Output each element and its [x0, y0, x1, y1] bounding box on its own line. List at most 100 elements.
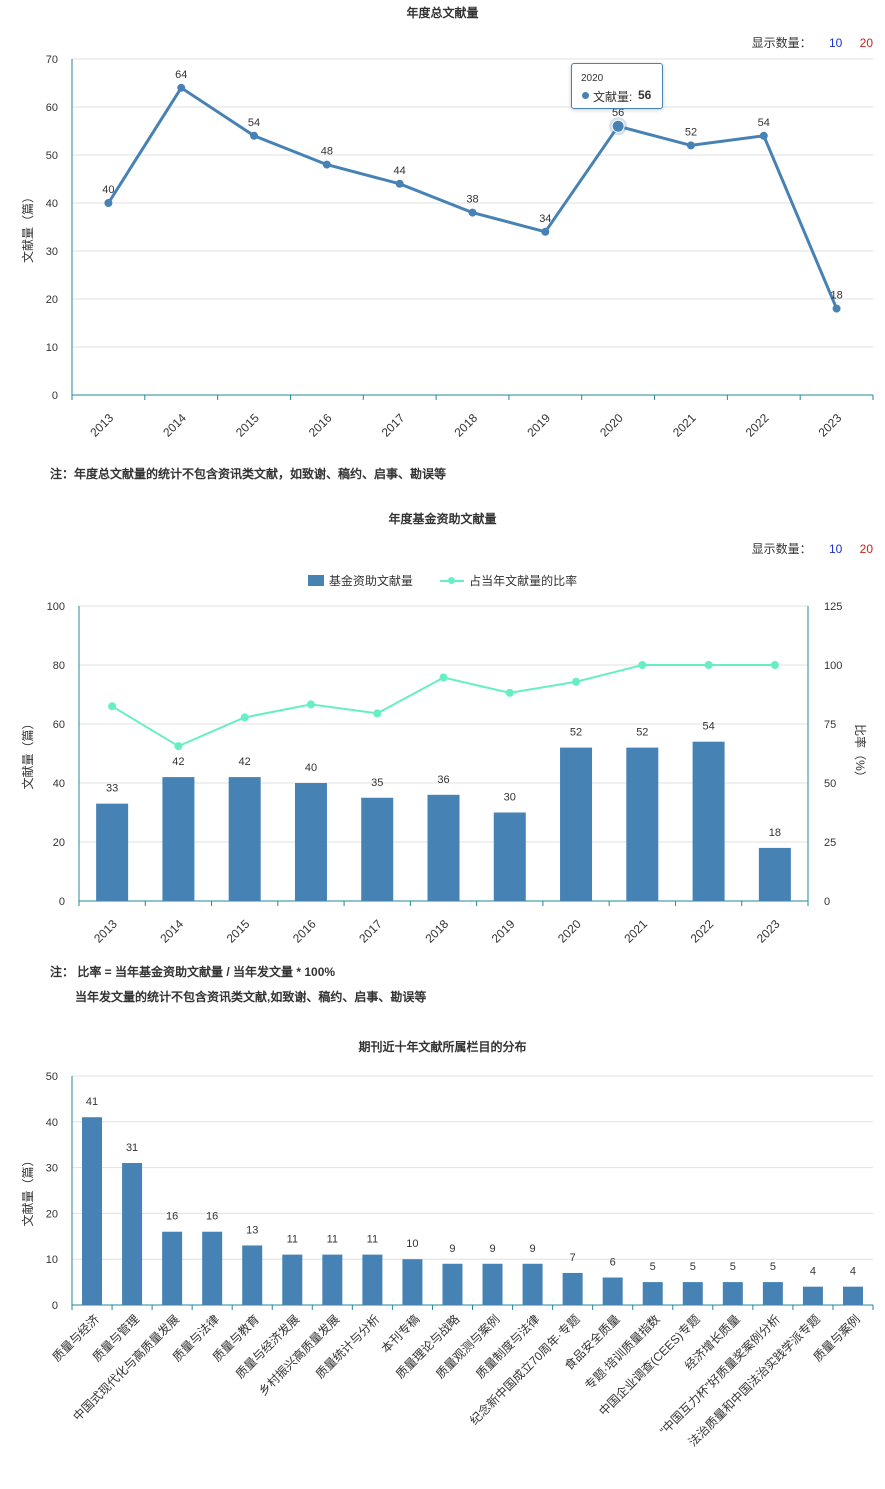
y-tick-label: 10 — [46, 1254, 58, 1266]
bar — [162, 777, 195, 901]
tooltip-label: 文献量: — [593, 90, 633, 104]
y-tick-label: 80 — [53, 660, 65, 672]
bar — [626, 747, 659, 901]
tooltip-series-dot — [582, 92, 589, 99]
funded-display-count: 显示数量： 10 20 — [752, 540, 873, 557]
bar — [427, 794, 460, 901]
data-label: 16 — [206, 1211, 218, 1223]
bar — [228, 777, 261, 901]
data-label: 30 — [504, 792, 516, 804]
data-point — [104, 199, 113, 207]
annual-chart-title: 年度总文献量 — [406, 6, 479, 20]
y-axis-label: 文献量（篇） — [20, 717, 35, 789]
data-point — [250, 131, 259, 140]
display-count-label: 显示数量： — [751, 36, 812, 50]
y-tick-label: 20 — [46, 1208, 58, 1220]
display-count-10-option[interactable]: 10 — [828, 542, 843, 556]
data-label: 5 — [650, 1261, 656, 1273]
data-label: 9 — [449, 1243, 455, 1255]
data-label: 11 — [327, 1234, 338, 1246]
data-point — [759, 131, 768, 140]
data-label: 5 — [690, 1261, 696, 1273]
legend-label: 基金资助文献量 — [328, 574, 413, 588]
ratio-point — [306, 700, 315, 709]
data-label: 11 — [367, 1234, 378, 1246]
data-point — [611, 119, 625, 133]
data-point — [686, 141, 695, 150]
y2-tick-label: 75 — [824, 719, 836, 731]
bar — [294, 783, 327, 901]
data-label: 5 — [730, 1261, 736, 1273]
y-tick-label: 30 — [46, 1163, 58, 1175]
data-label: 18 — [830, 290, 842, 302]
y-tick-label: 40 — [53, 778, 65, 790]
data-point — [395, 179, 404, 188]
funded-bar-line-chart: 020406080100文献量（篇）0255075100125比率（%）2013… — [20, 601, 868, 946]
y2-tick-label: 100 — [824, 660, 842, 672]
bar — [96, 803, 129, 901]
legend-item-funded-count[interactable]: 基金资助文献量 — [307, 572, 413, 589]
data-point — [322, 160, 331, 169]
data-label: 42 — [239, 756, 251, 768]
y2-tick-label: 125 — [824, 601, 842, 613]
data-label: 38 — [466, 194, 478, 206]
annual-note: 注：年度总文献量的统计不包含资讯类文献，如致谢、稿约、启事、勘误等 — [50, 467, 447, 481]
data-label: 4 — [850, 1266, 856, 1278]
data-label: 54 — [702, 721, 714, 733]
bar — [282, 1254, 303, 1305]
bar — [682, 1282, 703, 1305]
annual-tooltip: 2020 文献量: 56 — [571, 63, 663, 109]
bar — [692, 741, 725, 901]
legend-item-ratio[interactable]: 占当年文献量的比率 — [440, 572, 577, 589]
bar — [162, 1231, 183, 1305]
bar-swatch-icon — [307, 575, 324, 586]
bar — [442, 1263, 463, 1305]
data-label: 6 — [610, 1257, 616, 1269]
data-label: 11 — [287, 1234, 298, 1246]
bar — [762, 1282, 783, 1305]
y-tick-label: 60 — [53, 719, 65, 731]
data-point — [468, 208, 477, 217]
data-point — [177, 83, 186, 92]
y-tick-label: 40 — [46, 198, 58, 210]
data-label: 18 — [769, 827, 781, 839]
data-label: 35 — [371, 777, 383, 789]
y-tick-label: 50 — [46, 1071, 58, 1083]
display-count-20-option[interactable]: 20 — [859, 542, 873, 556]
data-label: 64 — [175, 69, 187, 81]
data-label: 9 — [530, 1243, 536, 1255]
display-count-10-option[interactable]: 10 — [828, 36, 843, 50]
ratio-point — [572, 677, 581, 686]
data-label: 48 — [321, 146, 333, 158]
funded-legend: 基金资助文献量 占当年文献量的比率 — [0, 572, 885, 589]
data-point — [541, 227, 550, 236]
data-label: 5 — [770, 1261, 776, 1273]
display-count-label: 显示数量： — [751, 542, 812, 556]
bar — [322, 1254, 343, 1305]
ratio-point — [638, 661, 647, 669]
display-count-20-option[interactable]: 20 — [859, 36, 873, 50]
ratio-point — [704, 661, 713, 669]
bar — [758, 847, 791, 901]
x-tick-label: 专题·培训质量指数 — [581, 1311, 662, 1392]
y-tick-label: 40 — [46, 1117, 58, 1129]
bar — [402, 1259, 423, 1305]
ratio-point — [770, 661, 779, 669]
bar — [482, 1263, 503, 1305]
tooltip-value: 56 — [638, 88, 652, 102]
ratio-point — [240, 713, 249, 722]
data-label: 7 — [570, 1252, 576, 1264]
y-tick-label: 0 — [52, 1300, 58, 1312]
y-tick-label: 20 — [53, 837, 65, 849]
data-label: 56 — [612, 107, 624, 119]
y2-axis-label: 比率（%） — [853, 724, 868, 783]
data-label: 42 — [172, 756, 184, 768]
bar — [82, 1117, 103, 1305]
y-tick-label: 30 — [46, 246, 58, 258]
ratio-point — [439, 673, 448, 682]
bar — [361, 797, 394, 901]
tooltip-year: 2020 — [581, 73, 604, 84]
y2-tick-label: 25 — [824, 837, 836, 849]
